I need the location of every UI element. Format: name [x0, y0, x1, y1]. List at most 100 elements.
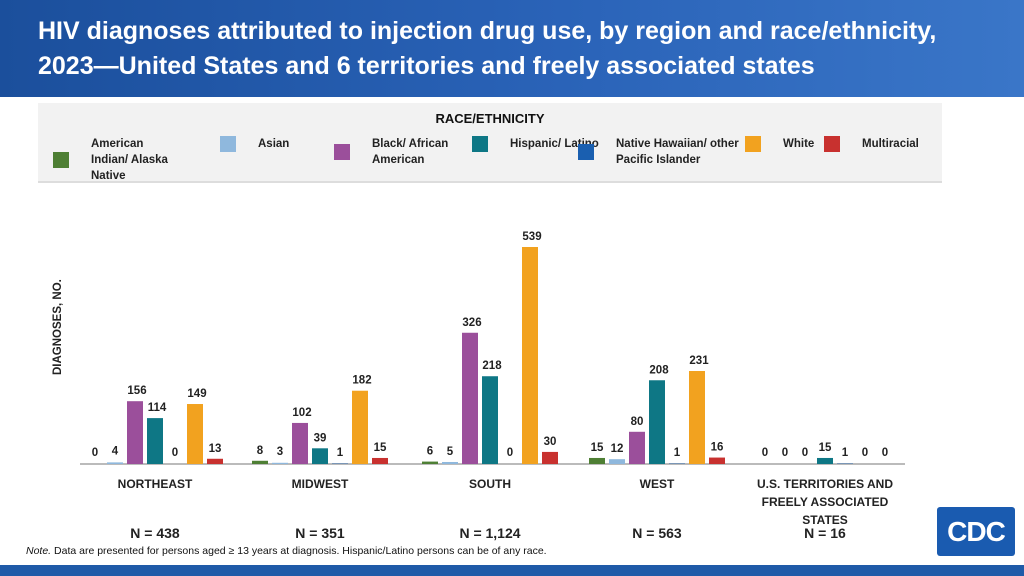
footer-bar	[0, 565, 1024, 576]
bar	[252, 460, 268, 464]
legend-label: White	[783, 138, 815, 150]
bar-value-label: 0	[762, 447, 768, 459]
bar-value-label: 539	[522, 231, 541, 243]
bar	[442, 461, 458, 464]
title-banner: HIV diagnoses attributed to injection dr…	[0, 0, 1024, 97]
bar-value-label: 3	[277, 446, 283, 458]
bar-value-label: 1	[337, 447, 344, 459]
bar-value-label: 1	[842, 447, 849, 459]
group-total: N = 563	[632, 525, 682, 541]
group-total: N = 351	[295, 525, 345, 541]
bar-value-label: 16	[711, 442, 724, 454]
group-total: N = 1,124	[459, 525, 521, 541]
bar-value-label: 30	[544, 436, 557, 448]
bar	[352, 390, 368, 464]
legend-label: Native Hawaiian/ other Pacific Islander	[616, 138, 739, 166]
group-total: N = 438	[130, 525, 180, 541]
bar-value-label: 80	[631, 416, 644, 428]
legend-item: Hispanic/ Latino	[472, 136, 599, 152]
bar-value-label: 102	[292, 407, 311, 419]
bar-value-label: 15	[591, 442, 604, 454]
bar-value-label: 4	[112, 445, 119, 457]
bar-value-label: 6	[427, 446, 433, 458]
bar-value-label: 5	[447, 446, 454, 458]
bar	[709, 457, 725, 464]
bar-value-label: 0	[802, 447, 808, 459]
legend-swatch	[745, 136, 761, 152]
bar-value-label: 0	[92, 447, 98, 459]
bar-value-label: 326	[462, 317, 481, 329]
bar	[629, 431, 645, 464]
note-text: Data are presented for persons aged ≥ 13…	[51, 545, 547, 557]
bar	[272, 462, 288, 464]
legend-label: American Indian/ Alaska Native	[91, 138, 168, 182]
legend-item: White	[745, 136, 814, 152]
legend-swatch	[472, 136, 488, 152]
legend-label: Black/ African American	[372, 138, 449, 166]
legend-swatch	[220, 136, 236, 152]
bar	[542, 451, 558, 464]
bar	[522, 247, 538, 464]
bar-value-label: 39	[314, 432, 327, 444]
legend-swatch	[53, 152, 69, 168]
bar	[817, 457, 833, 464]
bar-value-label: 1	[674, 447, 681, 459]
bar	[372, 457, 388, 464]
legend-item: Native Hawaiian/ other Pacific Islander	[578, 136, 746, 168]
bar-value-label: 231	[689, 355, 709, 367]
note-label: Note.	[26, 545, 52, 557]
legend-swatch	[824, 136, 840, 152]
bar	[589, 457, 605, 464]
bar-value-label: 182	[352, 375, 371, 387]
legend-item: Asian	[220, 136, 289, 152]
cdc-logo-text: CDC	[947, 516, 1006, 547]
bar-value-label: 149	[187, 388, 206, 400]
legend-label: Asian	[258, 138, 290, 150]
bar	[207, 458, 223, 464]
category-label: SOUTH	[469, 477, 511, 491]
legend-swatch	[578, 144, 594, 160]
bar-value-label: 12	[611, 443, 624, 455]
bar-value-label: 15	[819, 442, 832, 454]
bar-value-label: 8	[257, 445, 264, 457]
bar	[187, 404, 203, 464]
bar-value-label: 0	[507, 447, 513, 459]
bar-value-label: 15	[374, 442, 387, 454]
bar	[292, 422, 308, 464]
bar-value-label: 13	[209, 443, 222, 455]
legend-title: RACE/ETHNICITY	[435, 111, 545, 126]
legend-item: American Indian/ Alaska Native	[53, 136, 181, 184]
bar	[147, 418, 163, 464]
bar	[482, 376, 498, 464]
category-label: MIDWEST	[291, 477, 349, 491]
category-label: WEST	[639, 477, 675, 491]
bar	[422, 461, 438, 464]
page-title: HIV diagnoses attributed to injection dr…	[38, 17, 937, 80]
legend-item: Black/ African American	[334, 136, 462, 168]
bar-value-label: 0	[882, 447, 888, 459]
bar	[312, 448, 328, 464]
cdc-logo: CDC	[937, 507, 1015, 556]
category-label: U.S. TERRITORIES AND FREELY ASSOCIATED S…	[756, 477, 893, 527]
bar-value-label: 0	[782, 447, 788, 459]
bar-value-label: 218	[482, 360, 502, 372]
category-label: NORTHEAST	[117, 477, 193, 491]
bar	[649, 380, 665, 464]
legend-label: Hispanic/ Latino	[510, 138, 599, 150]
bar-value-label: 0	[862, 447, 868, 459]
legend: RACE/ETHNICITY American Indian/ Alaska N…	[38, 103, 942, 183]
legend-swatch	[334, 144, 350, 160]
bar-value-label: 208	[649, 364, 669, 376]
group-total: N = 16	[804, 525, 846, 541]
bar	[127, 401, 143, 464]
bar	[462, 332, 478, 464]
legend-label: Multiracial	[862, 138, 919, 150]
bar-value-label: 156	[127, 385, 146, 397]
bar	[689, 371, 705, 464]
bar	[609, 459, 625, 464]
legend-item: Multiracial	[824, 136, 919, 152]
footnote: Note. Data are presented for persons age…	[26, 545, 547, 557]
bar-value-label: 114	[148, 402, 167, 414]
bar	[107, 462, 123, 464]
